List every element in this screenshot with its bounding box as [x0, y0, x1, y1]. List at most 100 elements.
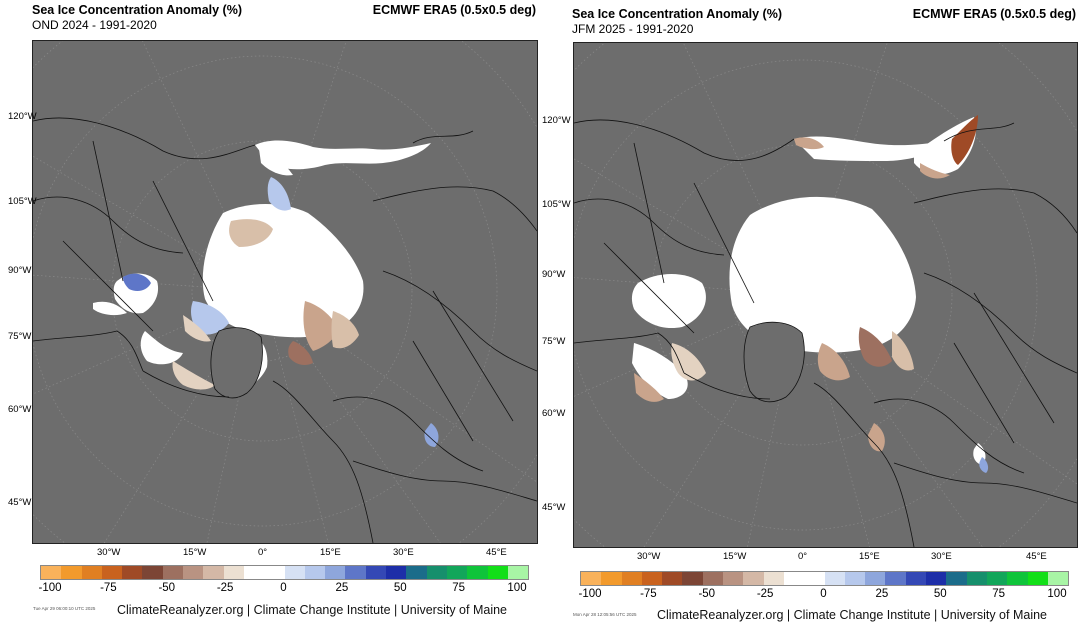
colorbar-tick-label: -75: [640, 588, 657, 600]
map-graphic: [574, 43, 1077, 547]
lat-label-120w: 120°W: [8, 111, 37, 122]
colorbar-tick-label: 25: [875, 588, 889, 600]
colorbar-swatch: [1027, 572, 1048, 585]
colorbar-tick-label: 0: [280, 582, 287, 594]
lon-label-30w: 30°W: [97, 547, 121, 558]
polar-map: [32, 40, 538, 544]
colorbar-swatch: [946, 572, 967, 585]
lat-label-75w: 75°W: [542, 336, 566, 347]
lon-label-0: 0°: [798, 551, 808, 562]
colorbar-swatch: [345, 566, 366, 579]
lon-label-30w: 30°W: [637, 551, 661, 562]
lon-label-15e: 15°E: [320, 547, 341, 558]
colorbar-swatch: [264, 566, 285, 579]
colorbar-swatch: [284, 566, 305, 579]
colorbar-swatch: [926, 572, 947, 585]
colorbar-swatch: [783, 572, 805, 585]
colorbar-tick-label: 100: [507, 582, 527, 594]
colorbar: [580, 571, 1069, 586]
credit-line: ClimateReanalyzer.org | Climate Change I…: [117, 603, 507, 617]
colorbar-swatch: [507, 566, 529, 579]
colorbar-swatch: [621, 572, 642, 585]
colorbar-swatch: [386, 566, 407, 579]
colorbar-tick-label: 75: [452, 582, 466, 594]
colorbar-swatch: [601, 572, 622, 585]
colorbar-swatch: [986, 572, 1008, 585]
colorbar-swatch: [223, 566, 244, 579]
colorbar-tick-label: 100: [1047, 588, 1067, 600]
lon-label-30e: 30°E: [393, 547, 414, 558]
colorbar-swatch: [844, 572, 866, 585]
lat-label-105w: 105°W: [542, 199, 571, 210]
colorbar-swatch: [243, 566, 265, 579]
lat-label-105w: 105°W: [8, 196, 37, 207]
timestamp: Tue Apr 29 06:00:10 UTC 2025: [33, 606, 96, 611]
timestamp: Mon Apr 28 12:05:56 UTC 2025: [573, 612, 637, 617]
polar-map: [573, 42, 1078, 548]
colorbar-swatch: [885, 572, 906, 585]
lat-label-120w: 120°W: [542, 115, 571, 126]
colorbar-swatch: [122, 566, 143, 579]
colorbar-swatch: [662, 572, 683, 585]
colorbar-tick-label: 50: [393, 582, 407, 594]
colorbar-swatch: [426, 566, 447, 579]
colorbar-tick-label: -100: [38, 582, 62, 594]
colorbar-swatch: [41, 566, 62, 579]
map-panel-ond-2024: Sea Ice Concentration Anomaly (%) OND 20…: [8, 3, 538, 617]
panel-title: Sea Ice Concentration Anomaly (%): [572, 7, 782, 21]
colorbar-swatch: [406, 566, 427, 579]
panel-subtitle: JFM 2025 - 1991-2020: [572, 22, 694, 36]
colorbar-tick-label: -50: [158, 582, 176, 594]
data-source-label: ECMWF ERA5 (0.5x0.5 deg): [912, 7, 1076, 21]
colorbar-tick-label: 75: [992, 588, 1006, 600]
colorbar-swatch: [763, 572, 784, 585]
colorbar-swatch: [641, 572, 663, 585]
map-panel-jfm-2025: Sea Ice Concentration Anomaly (%) JFM 20…: [540, 0, 1080, 630]
lat-label-45w: 45°W: [542, 502, 566, 513]
lat-label-90w: 90°W: [542, 269, 566, 280]
colorbar-swatch: [682, 572, 703, 585]
colorbar-tick-label: -25: [216, 582, 234, 594]
lon-label-15e: 15°E: [859, 551, 880, 562]
data-source-label: ECMWF ERA5 (0.5x0.5 deg): [372, 3, 536, 17]
panel-subtitle: OND 2024 - 1991-2020: [32, 18, 157, 32]
lon-label-30e: 30°E: [931, 551, 952, 562]
colorbar-swatch: [162, 566, 184, 579]
colorbar-swatch: [183, 566, 204, 579]
lat-label-75w: 75°W: [8, 331, 32, 342]
colorbar-tick-label: -50: [698, 588, 716, 600]
colorbar-swatch: [487, 566, 508, 579]
lon-label-15w: 15°W: [723, 551, 747, 562]
lat-label-60w: 60°W: [8, 404, 32, 415]
lon-label-15w: 15°W: [183, 547, 207, 558]
lon-label-45e: 45°E: [486, 547, 507, 558]
colorbar-tick-label: -25: [756, 588, 774, 600]
colorbar-swatch: [905, 572, 927, 585]
colorbar-swatch: [304, 566, 326, 579]
colorbar-swatch: [61, 566, 82, 579]
colorbar-swatch: [446, 566, 468, 579]
colorbar-tick-label: 50: [933, 588, 947, 600]
lat-label-60w: 60°W: [542, 408, 566, 419]
colorbar-tick-label: 0: [820, 588, 827, 600]
colorbar-swatch: [804, 572, 825, 585]
panel-title: Sea Ice Concentration Anomaly (%): [32, 3, 242, 17]
credit-line: ClimateReanalyzer.org | Climate Change I…: [657, 608, 1047, 622]
colorbar-swatch: [824, 572, 845, 585]
colorbar-swatch: [865, 572, 886, 585]
colorbar-swatch: [1047, 572, 1069, 585]
colorbar-swatch: [966, 572, 987, 585]
lat-label-45w: 45°W: [8, 497, 32, 508]
colorbar-tick-label: -100: [578, 588, 602, 600]
colorbar-swatch: [101, 566, 123, 579]
colorbar-tick-label: -75: [100, 582, 117, 594]
colorbar-swatch: [702, 572, 724, 585]
colorbar-swatch: [1007, 572, 1028, 585]
colorbar-tick-label: 25: [335, 582, 349, 594]
map-graphic: [33, 41, 537, 543]
colorbar-swatch: [325, 566, 346, 579]
colorbar-swatch: [723, 572, 744, 585]
colorbar: [40, 565, 529, 580]
colorbar-swatch: [142, 566, 163, 579]
lon-label-0: 0°: [258, 547, 268, 558]
